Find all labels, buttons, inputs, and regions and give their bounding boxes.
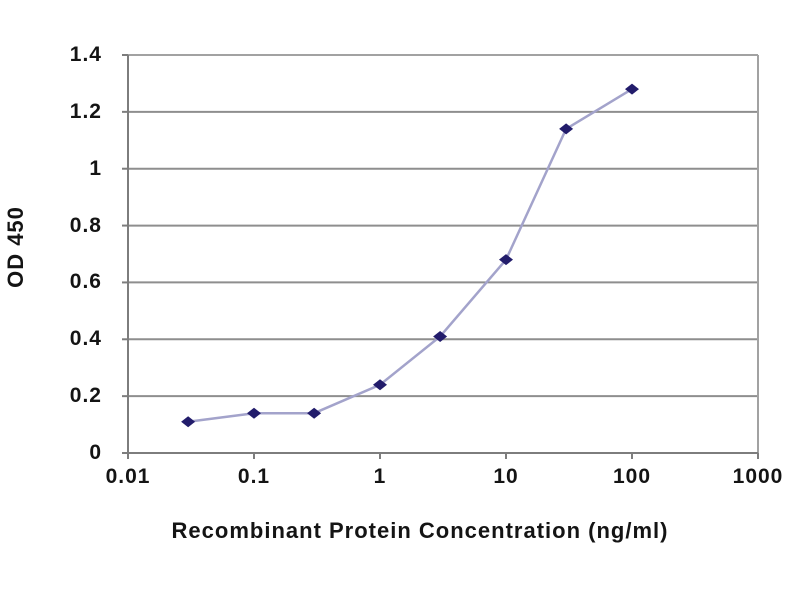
data-point-marker bbox=[559, 123, 574, 135]
data-point-marker bbox=[307, 407, 322, 419]
data-point-marker bbox=[499, 254, 513, 266]
series-line bbox=[187, 88, 633, 423]
y-tick-label: 0.4 bbox=[69, 327, 102, 351]
y-tick-label: 0.6 bbox=[69, 270, 102, 294]
y-tick-label: 0 bbox=[89, 441, 102, 464]
y-tick-label: 1.4 bbox=[69, 43, 102, 66]
x-tick-label: 0.01 bbox=[105, 465, 151, 488]
x-tick-label: 10 bbox=[493, 465, 519, 488]
data-point-marker bbox=[625, 83, 639, 95]
data-point-marker bbox=[181, 416, 196, 428]
data-point-marker bbox=[433, 330, 448, 342]
y-tick-label: 1 bbox=[89, 156, 102, 180]
x-tick-label: 1 bbox=[373, 465, 387, 488]
y-tick-label: 0.2 bbox=[69, 384, 102, 408]
x-tick-label: 100 bbox=[612, 465, 652, 488]
y-axis-title: OD 450 bbox=[3, 206, 28, 288]
y-tick-label: 1.2 bbox=[69, 99, 102, 123]
x-axis-title: Recombinant Protein Concentration (ng/ml… bbox=[171, 518, 669, 543]
x-tick-label: 1000 bbox=[732, 465, 784, 488]
y-tick-label: 0.8 bbox=[69, 213, 102, 237]
data-point-marker bbox=[247, 407, 261, 419]
x-tick-label: 0.1 bbox=[237, 465, 271, 488]
data-point-marker bbox=[373, 379, 387, 391]
